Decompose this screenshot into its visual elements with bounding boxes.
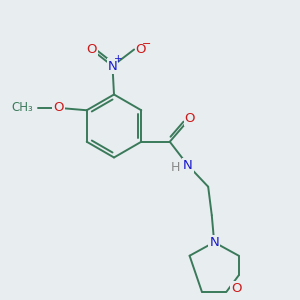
Text: H: H <box>170 161 180 174</box>
Text: N: N <box>209 236 219 249</box>
Text: O: O <box>86 43 97 56</box>
Text: O: O <box>53 101 64 114</box>
Text: CH₃: CH₃ <box>12 101 34 114</box>
Text: −: − <box>142 39 152 49</box>
Text: N: N <box>108 59 117 73</box>
Text: O: O <box>231 282 241 295</box>
Text: O: O <box>136 43 146 56</box>
Text: O: O <box>184 112 195 125</box>
Text: N: N <box>183 159 193 172</box>
Text: +: + <box>114 54 122 64</box>
